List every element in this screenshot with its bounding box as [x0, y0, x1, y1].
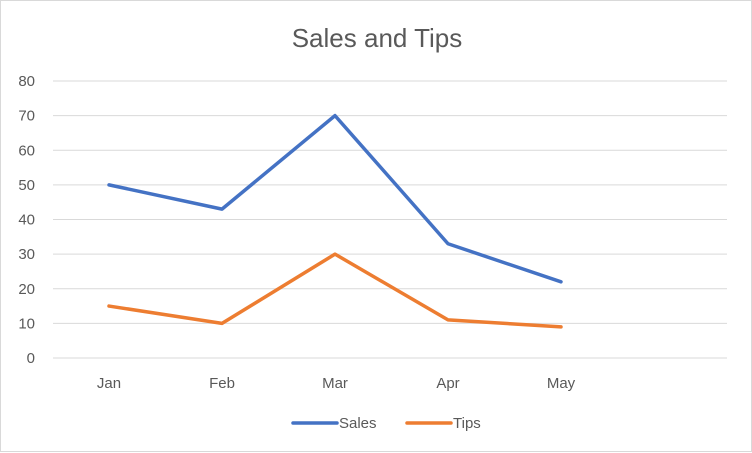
y-tick-label: 40 — [18, 212, 35, 229]
y-tick-label: 60 — [18, 142, 35, 159]
y-tick-label: 70 — [18, 108, 35, 125]
y-tick-label: 10 — [18, 315, 35, 332]
y-axis-ticks: 0 10 20 30 40 50 60 70 80 — [18, 73, 35, 367]
y-tick-label: 80 — [18, 73, 35, 90]
y-tick-label: 20 — [18, 281, 35, 298]
x-tick-label: Mar — [322, 375, 348, 392]
chart-title: Sales and Tips — [292, 23, 463, 53]
legend-label: Tips — [453, 415, 481, 432]
x-tick-label: May — [547, 375, 576, 392]
legend-label: Sales — [339, 415, 377, 432]
x-tick-label: Jan — [97, 375, 121, 392]
y-tick-label: 50 — [18, 177, 35, 194]
legend: Sales Tips — [291, 415, 481, 432]
legend-item-tips: Tips — [405, 415, 481, 432]
series-lines — [107, 113, 563, 329]
series-line-sales — [107, 113, 563, 284]
y-tick-label: 0 — [27, 350, 35, 367]
legend-item-sales: Sales — [291, 415, 377, 432]
y-tick-label: 30 — [18, 246, 35, 263]
gridlines — [53, 80, 727, 359]
x-tick-label: Apr — [436, 375, 459, 392]
series-line-tips — [107, 252, 563, 329]
x-axis-ticks: Jan Feb Mar Apr May — [97, 375, 576, 392]
x-tick-label: Feb — [209, 375, 235, 392]
